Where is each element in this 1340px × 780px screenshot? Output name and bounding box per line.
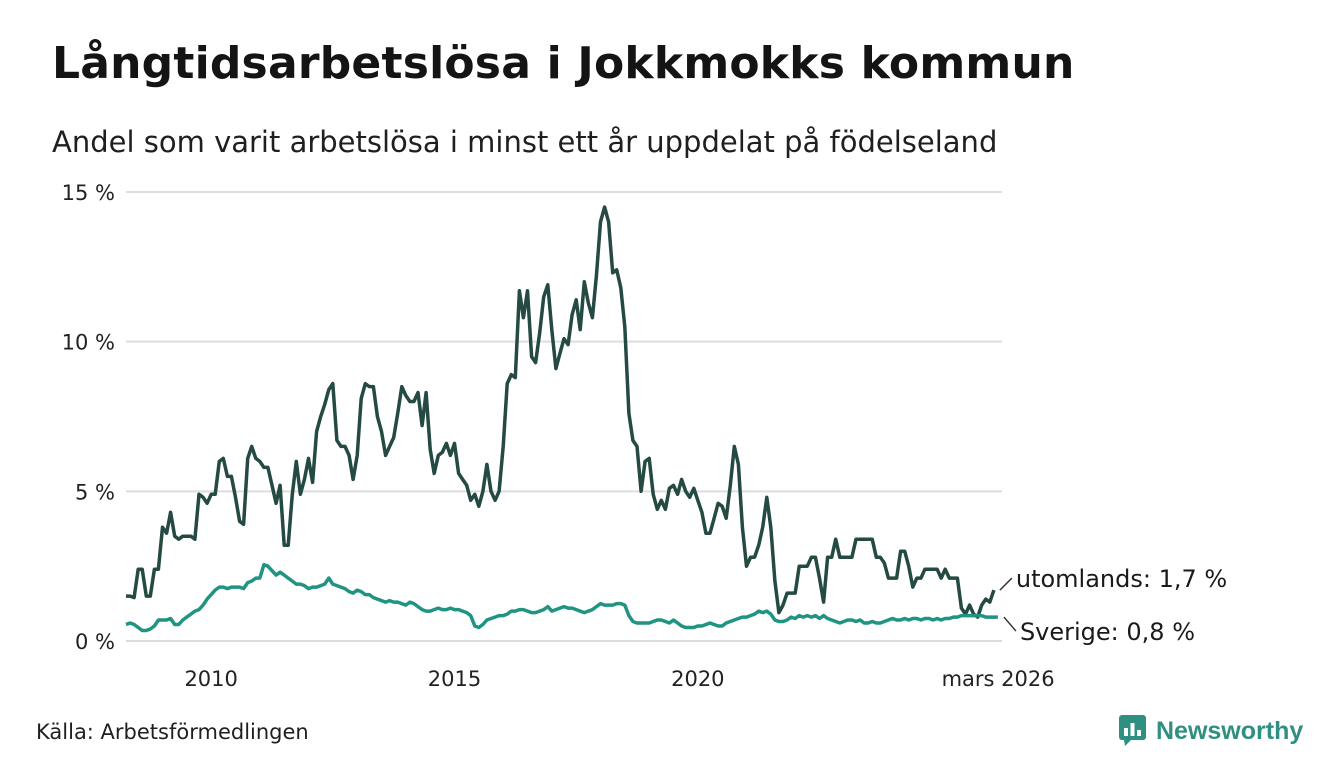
end-label-sverige: Sverige: 0,8 % <box>1020 618 1195 646</box>
end-label-connector <box>999 577 1013 591</box>
chart-subtitle: Andel som varit arbetslösa i minst ett å… <box>52 125 998 159</box>
brand-logo[interactable]: Newsworthy <box>1118 714 1303 748</box>
brand-name: Newsworthy <box>1156 716 1304 745</box>
end-label-connector <box>1003 616 1017 632</box>
end-labels: utomlands: 1,7 % Sverige: 0,8 % <box>999 565 1227 646</box>
x-tick-label: mars 2026 <box>942 667 1055 691</box>
gridlines <box>126 191 1002 642</box>
x-tick-label: 2015 <box>428 667 481 691</box>
x-tick-label: 2020 <box>671 667 724 691</box>
source-note: Källa: Arbetsförmedlingen <box>36 720 309 744</box>
y-tick-label: 15 % <box>62 181 115 205</box>
x-axis: 2010 2015 2020 mars 2026 <box>184 667 1054 691</box>
series-lines <box>125 205 998 633</box>
newsworthy-logo-icon <box>1119 715 1146 746</box>
y-tick-label: 10 % <box>62 331 115 355</box>
series-line-sverige <box>125 562 998 633</box>
chart-title: Långtidsarbetslösa i Jokkmokks kommun <box>52 38 1075 89</box>
y-tick-label: 5 % <box>75 480 115 504</box>
x-tick-label: 2010 <box>184 667 237 691</box>
series-line-utomlands <box>126 205 996 619</box>
end-label-utomlands: utomlands: 1,7 % <box>1016 565 1227 593</box>
y-tick-label: 0 % <box>75 630 115 654</box>
y-axis: 0 % 5 % 10 % 15 % <box>62 181 115 654</box>
